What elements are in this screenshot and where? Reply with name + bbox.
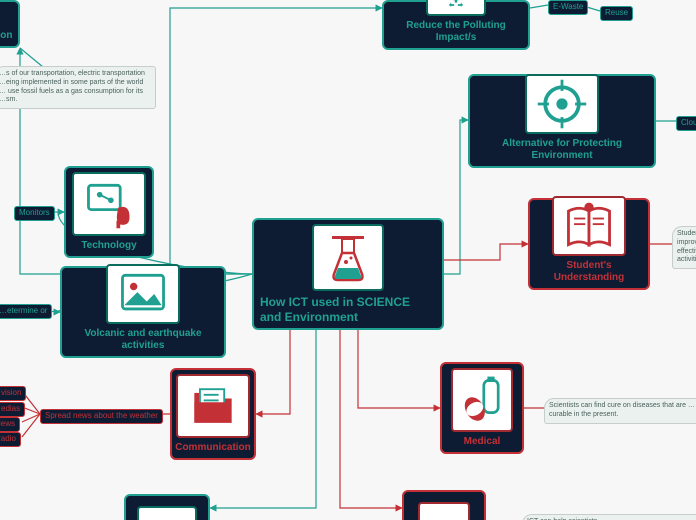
chip-news[interactable]: News [0, 417, 20, 432]
target-icon [525, 74, 599, 134]
central-node[interactable]: How ICT used in SCIENCE and Environment [252, 218, 444, 330]
node-label: Reduce the Polluting Impact/s [388, 20, 524, 44]
note-scientists: Scientists can find cure on diseases tha… [544, 398, 696, 424]
chip-cloud[interactable]: Cloud [676, 116, 696, 131]
node-technology[interactable]: Technology [64, 166, 154, 258]
folder-icon [176, 374, 250, 438]
node-label: Alternative for Protecting Environment [474, 138, 650, 162]
chip-radio[interactable]: Radio [0, 432, 21, 447]
chip-reuse[interactable]: Reuse [600, 6, 633, 21]
node-label: Volcanic and earthquake activities [66, 328, 220, 352]
book-icon [552, 196, 626, 256]
node-communication[interactable]: Communication [170, 368, 256, 460]
note-ict_help: ICT can help scientists … [522, 514, 696, 520]
chip-ewaste[interactable]: E-Waste [548, 0, 588, 15]
recycle-icon [426, 0, 486, 16]
node-partial_bottom_left[interactable] [124, 494, 210, 520]
chip-medias[interactable]: …edias [0, 402, 25, 417]
chip-monitors[interactable]: Monitors [14, 206, 55, 221]
node-partial_bottom_right[interactable] [402, 490, 486, 520]
node-label: Medical [464, 436, 501, 448]
node-partial_top_left[interactable]: …ion [0, 0, 20, 48]
central-label-1: How ICT used in SCIENCE [260, 295, 410, 309]
chip-determine[interactable]: …etermine or [0, 304, 52, 319]
node-label: Communication [175, 442, 251, 454]
flask-icon [312, 224, 384, 291]
blank-icon [418, 502, 470, 520]
node-reduce[interactable]: Reduce the Polluting Impact/s [382, 0, 530, 50]
node-student[interactable]: Student's Understanding [528, 198, 650, 290]
node-volcanic[interactable]: Volcanic and earthquake activities [60, 266, 226, 358]
image-icon [106, 264, 180, 324]
node-label: Technology [81, 240, 136, 252]
node-label: …ion [0, 30, 13, 42]
note-transport: …s of our transportation, electric trans… [0, 66, 156, 109]
central-label-2: and Environment [260, 310, 410, 324]
node-alternative[interactable]: Alternative for Protecting Environment [468, 74, 656, 168]
chip-spread[interactable]: Spread news about the weather [40, 409, 163, 424]
medical-icon [451, 368, 513, 432]
note-student_note: Studen… improv… effectiv… activiti… [672, 226, 696, 269]
tech-icon [72, 172, 146, 236]
chip-television[interactable]: …vision [0, 386, 26, 401]
node-label: Student's Understanding [534, 260, 644, 284]
blank-icon [137, 506, 197, 520]
node-medical[interactable]: Medical [440, 362, 524, 454]
